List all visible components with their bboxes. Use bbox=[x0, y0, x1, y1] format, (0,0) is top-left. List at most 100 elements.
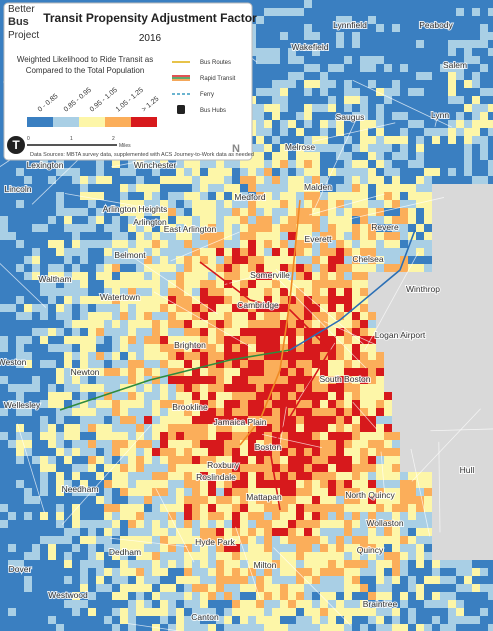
tract bbox=[72, 208, 81, 217]
tract bbox=[488, 336, 493, 345]
tract bbox=[384, 0, 393, 9]
tract bbox=[104, 192, 113, 201]
tract bbox=[264, 176, 273, 185]
tract bbox=[216, 600, 225, 609]
tract bbox=[32, 256, 41, 265]
tract bbox=[24, 184, 33, 193]
tract bbox=[352, 224, 361, 233]
tract bbox=[232, 424, 241, 433]
tract bbox=[416, 536, 425, 545]
tract bbox=[64, 488, 73, 497]
tract bbox=[408, 576, 417, 585]
tract bbox=[320, 160, 329, 169]
tract bbox=[264, 320, 273, 329]
tract bbox=[384, 360, 393, 369]
tract bbox=[32, 168, 41, 177]
tract bbox=[480, 456, 489, 465]
tract bbox=[440, 48, 449, 57]
tract bbox=[40, 328, 49, 337]
tract bbox=[432, 504, 441, 513]
tract bbox=[144, 536, 153, 545]
tract bbox=[392, 112, 401, 121]
tract bbox=[304, 296, 313, 305]
tract bbox=[384, 600, 393, 609]
tract bbox=[440, 144, 449, 153]
tract bbox=[368, 336, 377, 345]
tract bbox=[416, 0, 425, 9]
tract bbox=[424, 312, 433, 321]
tract bbox=[24, 528, 33, 537]
tract bbox=[80, 240, 89, 249]
place-label: Winchester bbox=[134, 160, 177, 170]
tract bbox=[400, 64, 409, 73]
tract bbox=[224, 464, 233, 473]
tract bbox=[120, 344, 129, 353]
tract bbox=[328, 128, 337, 137]
tract bbox=[120, 376, 129, 385]
tract bbox=[216, 496, 225, 505]
tract bbox=[376, 520, 385, 529]
tract bbox=[16, 232, 25, 241]
tract bbox=[472, 552, 481, 561]
tract bbox=[368, 280, 377, 289]
tract bbox=[192, 208, 201, 217]
tract bbox=[376, 136, 385, 145]
tract bbox=[200, 176, 209, 185]
tract bbox=[384, 432, 393, 441]
tract bbox=[288, 352, 297, 361]
tract bbox=[80, 512, 89, 521]
tract bbox=[184, 280, 193, 289]
tract bbox=[112, 576, 121, 585]
tract bbox=[464, 288, 473, 297]
tract bbox=[40, 520, 49, 529]
tract bbox=[432, 96, 441, 105]
place-label: Malden bbox=[304, 182, 332, 192]
tract bbox=[288, 552, 297, 561]
tract bbox=[424, 536, 433, 545]
tract bbox=[288, 616, 297, 625]
tract bbox=[24, 280, 33, 289]
tract bbox=[216, 520, 225, 529]
tract bbox=[360, 256, 369, 265]
tract bbox=[288, 328, 297, 337]
tract bbox=[344, 240, 353, 249]
tract bbox=[256, 272, 265, 281]
tract bbox=[72, 240, 81, 249]
tract bbox=[360, 608, 369, 617]
tract bbox=[208, 368, 217, 377]
tract bbox=[136, 328, 145, 337]
tract bbox=[464, 184, 473, 193]
tract bbox=[24, 504, 33, 513]
tract bbox=[32, 360, 41, 369]
tract bbox=[352, 208, 361, 217]
tract bbox=[128, 504, 137, 513]
tract bbox=[120, 336, 129, 345]
tract bbox=[472, 288, 481, 297]
tract bbox=[440, 480, 449, 489]
tract bbox=[88, 240, 97, 249]
tract bbox=[40, 384, 49, 393]
tract bbox=[144, 528, 153, 537]
tract bbox=[264, 264, 273, 273]
tract bbox=[16, 192, 25, 201]
tract bbox=[432, 560, 441, 569]
tract bbox=[376, 152, 385, 161]
tract bbox=[344, 608, 353, 617]
tract bbox=[424, 24, 433, 33]
tract bbox=[328, 336, 337, 345]
tract bbox=[344, 88, 353, 97]
tract bbox=[464, 64, 473, 73]
tract bbox=[344, 512, 353, 521]
tract bbox=[296, 216, 305, 225]
tract bbox=[304, 128, 313, 137]
tract bbox=[336, 152, 345, 161]
tract bbox=[464, 192, 473, 201]
tract bbox=[328, 560, 337, 569]
place-label: Westwood bbox=[48, 590, 88, 600]
tract bbox=[280, 400, 289, 409]
tract bbox=[232, 232, 241, 241]
tract bbox=[344, 96, 353, 105]
tract bbox=[48, 168, 57, 177]
tract bbox=[344, 440, 353, 449]
tract bbox=[400, 416, 409, 425]
